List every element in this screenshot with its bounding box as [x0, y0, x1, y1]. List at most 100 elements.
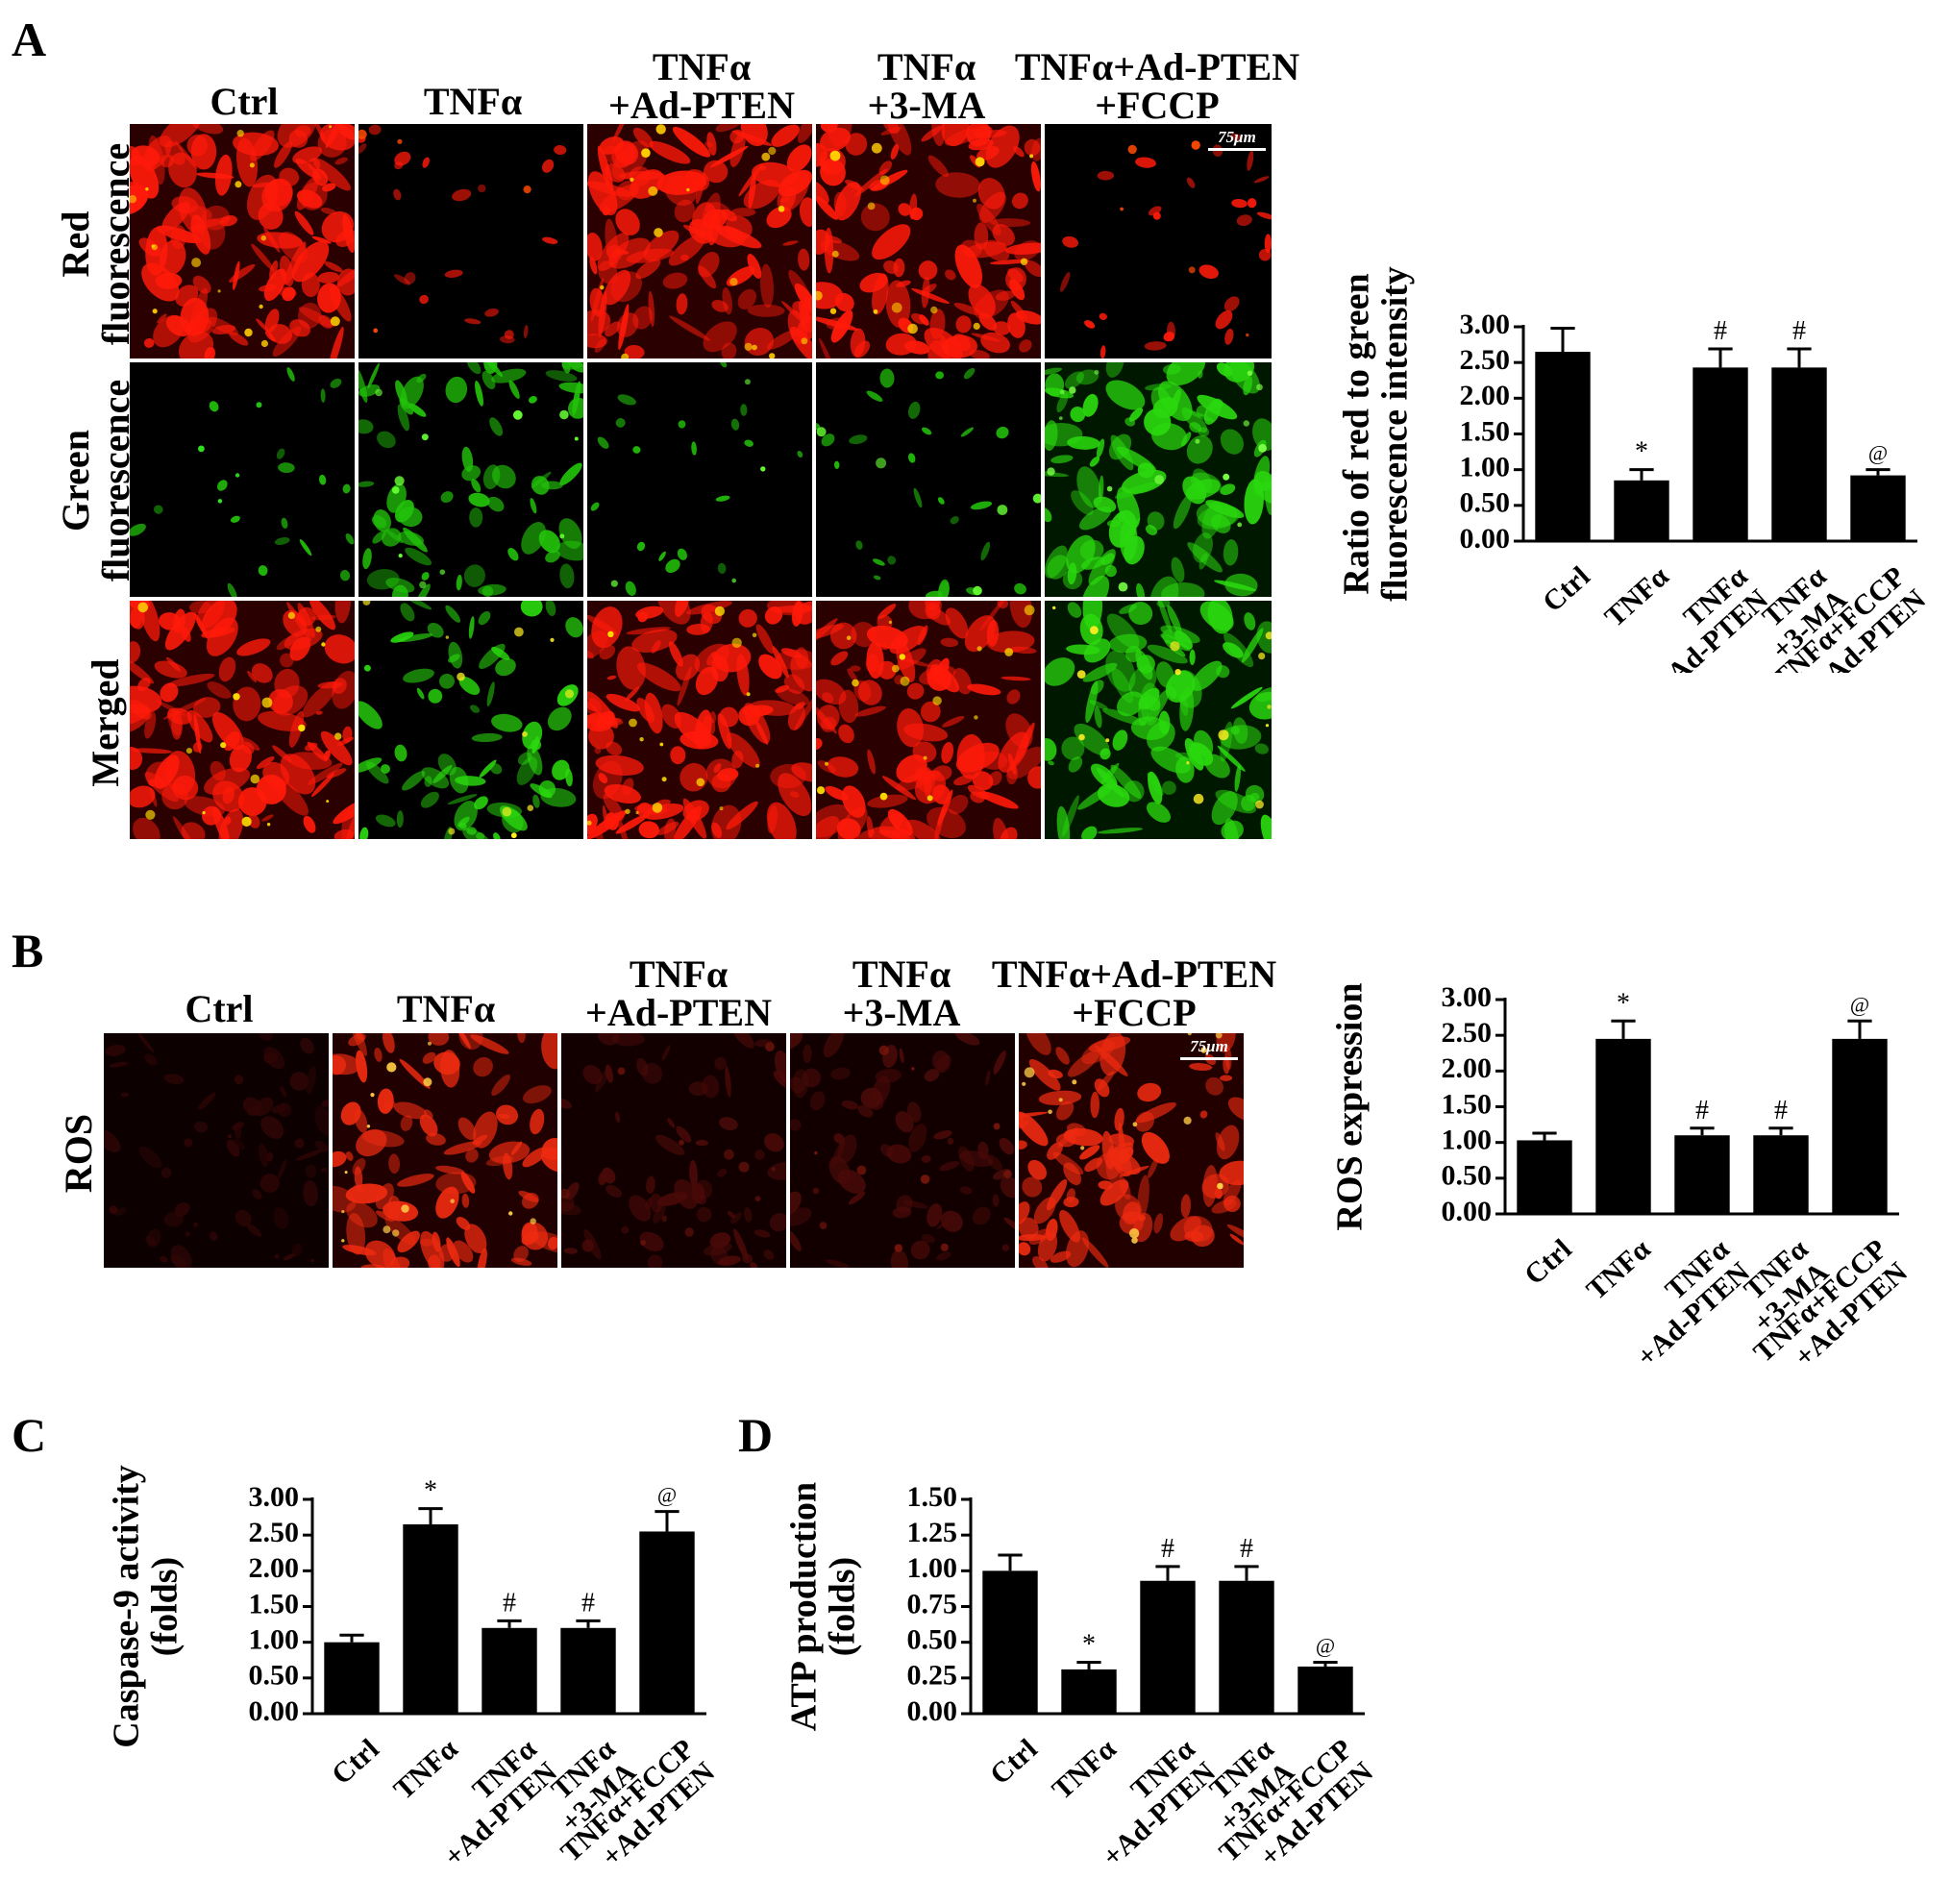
chart-a-bar-0 — [1535, 352, 1591, 541]
panel-a-col-tnfa-adpten: TNFα +Ad-PTEN — [608, 45, 795, 127]
panel-letter-d: D — [738, 1408, 774, 1462]
micrograph-a-r1-c4 — [1045, 362, 1272, 597]
panel-a-scale-bar: 75μm — [1208, 128, 1266, 151]
panel-a-col-tnfa: TNFα — [423, 80, 523, 123]
chart-a-ytick-label-1: 0.50 — [1460, 487, 1511, 519]
chart-c-ylabel-line-1: (folds) — [145, 1557, 185, 1656]
chart-b-bar-3 — [1753, 1135, 1809, 1214]
panel-b-col-ctrl: Ctrl — [185, 987, 254, 1030]
chart-a-ytick-label-2: 1.00 — [1460, 452, 1511, 483]
chart-d-ytick-label-0: 0.00 — [907, 1695, 958, 1727]
chart-a-sig-2: # — [1714, 316, 1727, 346]
micrograph-b-r0-c1 — [333, 1033, 557, 1268]
panel-a-row-red: Red fluorescence — [54, 142, 137, 346]
chart-d-xtick-label-1-line-0: TNFα — [1046, 1733, 1122, 1806]
chart-d-bar-3 — [1219, 1580, 1274, 1714]
panel-b-col-tnfa-3ma: TNFα +3-MA — [842, 952, 961, 1034]
chart-c-ytick-label-6: 3.00 — [249, 1481, 300, 1513]
chart-b-ytick-label-2: 1.00 — [1442, 1125, 1493, 1156]
chart-a-ytick-label-5: 2.50 — [1460, 344, 1511, 376]
chart-d-sig-3: # — [1240, 1534, 1253, 1564]
chart-a-sig-1: * — [1635, 437, 1648, 467]
chart-a-ylabel-line-0: Ratio of red to green — [1337, 273, 1377, 594]
chart-d-ylabel-line-0: ATP production — [784, 1482, 825, 1731]
chart-b-ytick-label-3: 1.50 — [1442, 1088, 1493, 1120]
chart-b-ytick-label-1: 0.50 — [1442, 1160, 1493, 1192]
micrograph-b-r0-c0 — [104, 1033, 329, 1268]
chart-c-bar-3 — [560, 1627, 616, 1714]
chart-d-ytick-label-6: 1.50 — [907, 1481, 958, 1513]
chart-c-ytick-label-5: 2.50 — [249, 1517, 300, 1548]
chart-a-bar-1 — [1614, 480, 1669, 541]
chart-b-xtick-label-0-line-0: Ctrl — [1519, 1233, 1578, 1291]
panel-a-micrograph-grid: 75μm — [130, 124, 1272, 839]
micrograph-a-r0-c2 — [587, 124, 812, 359]
chart-c-caspase9-activity: Caspase-9 activity(folds) 0.000.50 1.00 1.5… — [107, 1465, 722, 1872]
chart-b-ytick-label-0: 0.00 — [1442, 1196, 1493, 1227]
chart-c-bar-4 — [639, 1531, 695, 1714]
chart-d-ytick-label-3: 0.75 — [907, 1588, 958, 1620]
chart-c-bar-0 — [324, 1642, 380, 1714]
micrograph-a-r2-c1 — [358, 601, 583, 839]
chart-c-xtick-label-1-line-0: TNFα — [387, 1733, 463, 1806]
micrograph-b-r0-c3 — [790, 1033, 1015, 1268]
chart-b-sig-4: @ — [1850, 992, 1869, 1016]
chart-b-ytick-label-6: 3.00 — [1442, 981, 1493, 1013]
panel-b-micrograph-strip: 75μm — [104, 1033, 1244, 1268]
panel-a-col-tnfa-adpten-fccp: TNFα+Ad-PTEN +FCCP — [1014, 45, 1300, 127]
chart-d-atp-production: ATP production(folds) 0.000.25 0.50 0.75 1.0… — [784, 1481, 1380, 1873]
chart-d-ytick-label-2: 0.50 — [907, 1624, 958, 1656]
chart-b-ytick-label-4: 2.00 — [1442, 1052, 1493, 1084]
micrograph-a-r0-c0 — [130, 124, 355, 359]
micrograph-a-r2-c2 — [587, 601, 812, 839]
micrograph-a-r1-c2 — [587, 362, 812, 597]
chart-d-ytick-label-5: 1.25 — [907, 1517, 958, 1548]
chart-b-sig-1: * — [1617, 988, 1630, 1018]
micrograph-a-r1-c0 — [130, 362, 355, 597]
chart-c-sig-2: # — [503, 1588, 516, 1618]
micrograph-a-r0-c4: 75μm — [1045, 124, 1272, 359]
chart-b-ros-expression: ROS expression 0.00 0.50 1.00 1.50 2.002.50 3.… — [1330, 981, 1915, 1373]
chart-b-bar-2 — [1674, 1135, 1730, 1214]
chart-a-sig-4: @ — [1868, 441, 1888, 465]
chart-a-xtick-label-1-line-0: TNFα — [1598, 560, 1674, 633]
micrograph-a-r2-c4 — [1045, 601, 1272, 839]
panel-b-col-tnfa-adpten: TNFα +Ad-PTEN — [585, 952, 772, 1034]
chart-b-bar-0 — [1517, 1140, 1572, 1214]
panel-letter-a: A — [12, 12, 47, 66]
chart-b-sig-3: # — [1774, 1096, 1788, 1125]
micrograph-a-r0-c1 — [358, 124, 583, 359]
chart-d-bar-2 — [1140, 1580, 1196, 1714]
chart-b-xtick-label-1-line-0: TNFα — [1580, 1233, 1656, 1306]
chart-a-ytick-label-3: 1.50 — [1460, 415, 1511, 447]
panel-b-scale-bar: 75μm — [1180, 1037, 1238, 1060]
panel-a-row-green: Green fluorescence — [54, 379, 137, 582]
chart-a-ytick-label-0: 0.00 — [1460, 523, 1511, 555]
panel-letter-b: B — [12, 924, 44, 977]
chart-b-bar-4 — [1832, 1038, 1888, 1214]
panel-a-col-tnfa-3ma: TNFα +3-MA — [867, 45, 986, 127]
panel-b-col-tnfa: TNFα — [396, 987, 496, 1030]
chart-a-xtick-label-0-line-0: Ctrl — [1537, 560, 1596, 618]
micrograph-b-r0-c2 — [561, 1033, 786, 1268]
chart-d-bar-4 — [1297, 1666, 1353, 1714]
chart-d-sig-1: * — [1082, 1629, 1096, 1659]
chart-b-ylabel-line-0: ROS expression — [1330, 983, 1371, 1231]
chart-c-bar-1 — [403, 1524, 458, 1714]
chart-c-ytick-label-4: 2.00 — [249, 1552, 300, 1584]
chart-c-sig-3: # — [581, 1588, 595, 1618]
micrograph-a-r0-c3 — [816, 124, 1041, 359]
chart-d-xtick-label-0-line-0: Ctrl — [984, 1733, 1044, 1791]
chart-c-ylabel-line-0: Caspase-9 activity — [107, 1465, 147, 1747]
micrograph-b-r0-c4: 75μm — [1019, 1033, 1244, 1268]
chart-c-ytick-label-2: 1.00 — [249, 1624, 300, 1656]
chart-b-sig-2: # — [1695, 1096, 1709, 1125]
chart-d-bar-1 — [1061, 1669, 1117, 1714]
chart-a-bar-2 — [1693, 367, 1748, 541]
chart-d-sig-2: # — [1161, 1534, 1174, 1564]
micrograph-a-r1-c3 — [816, 362, 1041, 597]
panel-b-col-tnfa-adpten-fccp: TNFα+Ad-PTEN +FCCP — [991, 952, 1277, 1034]
micrograph-a-r2-c3 — [816, 601, 1041, 839]
chart-d-sig-4: @ — [1316, 1633, 1335, 1657]
